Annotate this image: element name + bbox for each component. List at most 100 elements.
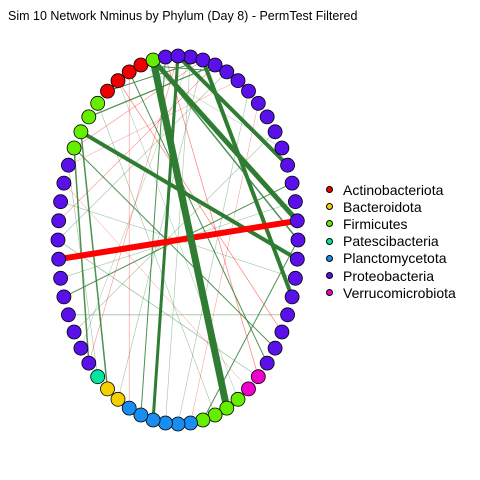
network-node <box>219 400 235 416</box>
network-node <box>284 175 300 191</box>
network-node <box>289 251 305 267</box>
network-node <box>158 49 173 65</box>
network-edge <box>201 59 294 298</box>
network-node <box>66 140 82 156</box>
network-node <box>145 52 161 68</box>
network-edge <box>117 80 283 333</box>
network-node <box>158 415 173 431</box>
network-edge <box>58 217 298 263</box>
network-node <box>195 412 211 428</box>
network-edge <box>165 56 259 377</box>
network-node <box>241 83 256 99</box>
network-edge <box>73 59 204 149</box>
network-node <box>259 109 275 125</box>
network-node <box>170 416 186 432</box>
network-node <box>183 49 198 65</box>
legend-label: Planctomycetota <box>343 250 447 267</box>
network-node <box>110 73 126 89</box>
network-node <box>274 140 290 156</box>
network-node <box>207 57 223 73</box>
network-node <box>51 213 67 229</box>
network-edge <box>80 131 109 389</box>
network-edge <box>57 239 259 378</box>
network-node <box>280 307 296 323</box>
legend: Actinobacteriota Bacteroidota Firmicutes Pa… <box>326 181 456 301</box>
network-node <box>53 270 68 286</box>
network-node <box>284 289 300 305</box>
legend-item: Proteobacteria <box>326 267 456 284</box>
legend-item: Planctomycetota <box>326 250 456 267</box>
network-edge <box>151 55 180 421</box>
network-node <box>280 157 296 173</box>
network-edge <box>176 54 290 167</box>
network-node <box>81 109 97 125</box>
network-node <box>274 324 290 340</box>
network-node <box>230 391 246 407</box>
legend-label: Bacteroidota <box>343 198 422 215</box>
network-edge <box>190 103 259 424</box>
network-node <box>73 124 89 140</box>
legend-item: Firmicutes <box>326 215 456 232</box>
network-node <box>219 64 235 80</box>
legend-item: Patescibacteria <box>326 233 456 250</box>
legend-swatch <box>326 289 333 297</box>
network-node <box>259 355 275 371</box>
network-node <box>289 213 305 229</box>
legend-swatch <box>326 186 333 194</box>
nodes-layer <box>50 48 306 432</box>
network-node <box>73 340 89 356</box>
legend-swatch <box>326 220 333 228</box>
network-edge <box>117 59 204 400</box>
page-title: Sim 10 Network Nminus by Phylum (Day 8) … <box>8 9 358 23</box>
network-node <box>51 251 67 267</box>
legend-label: Firmicutes <box>343 215 408 232</box>
network-edge <box>73 147 276 349</box>
legend-swatch <box>326 237 333 245</box>
network-node <box>81 355 97 371</box>
network-node <box>61 157 76 173</box>
network-node <box>250 95 266 111</box>
network-node <box>230 73 246 89</box>
network-node <box>53 194 68 210</box>
network-node <box>121 400 137 416</box>
network-node <box>241 381 256 397</box>
network-node <box>170 48 186 64</box>
network-node <box>121 64 137 80</box>
network-edge <box>140 56 166 416</box>
network-node <box>56 289 72 305</box>
network-node <box>90 369 106 385</box>
legend-label: Proteobacteria <box>343 267 435 284</box>
network-node <box>287 270 303 286</box>
network-edge <box>58 64 216 222</box>
legend-label: Verrucomicrobiota <box>343 284 456 301</box>
network-node <box>100 83 115 99</box>
network-node <box>66 324 82 340</box>
network-node <box>183 415 198 431</box>
legend-swatch <box>326 254 333 262</box>
network-node <box>267 340 283 356</box>
network-node <box>90 95 106 111</box>
network-node <box>50 232 66 248</box>
network-edge <box>57 71 228 241</box>
legend-item: Bacteroidota <box>326 198 456 215</box>
network-node <box>267 124 283 140</box>
network-edge <box>177 91 249 425</box>
legend-swatch <box>326 203 333 211</box>
network-edge <box>79 130 299 261</box>
network-node <box>287 194 303 210</box>
legend-item: Verrucomicrobiota <box>326 284 456 301</box>
network-edge <box>149 59 231 409</box>
network-node <box>290 232 306 248</box>
network-edge <box>80 56 191 349</box>
legend-swatch <box>326 272 333 280</box>
legend-label: Actinobacteriota <box>343 181 444 198</box>
network-node <box>110 391 126 407</box>
legend-item: Actinobacteriota <box>326 181 456 198</box>
network-edge <box>151 58 300 223</box>
edges-layer <box>57 54 300 425</box>
network-edge <box>128 71 268 364</box>
network-node <box>250 369 266 385</box>
network-node <box>61 307 76 323</box>
network-node <box>133 407 149 423</box>
